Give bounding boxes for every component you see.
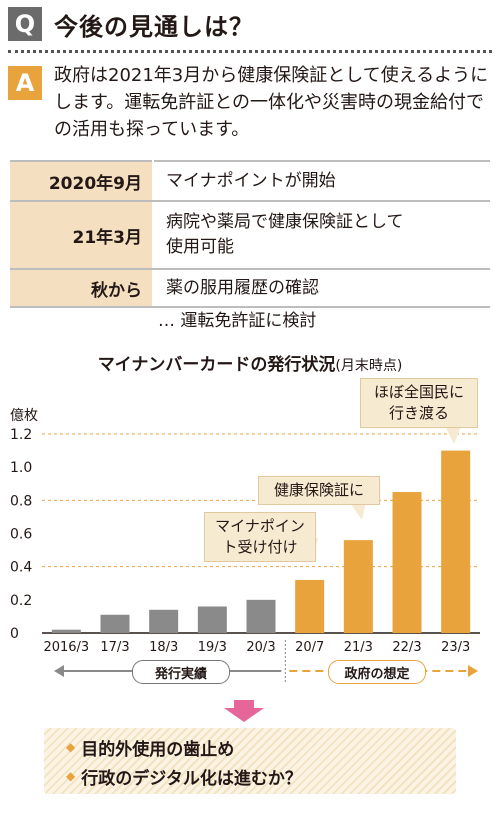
y-tick-label: 0.2 (10, 593, 32, 609)
y-tick-label: 0.6 (10, 527, 32, 543)
chart-title: マイナンバーカードの発行状況(月末時点) (0, 350, 500, 375)
y-tick-label: 1.0 (10, 460, 32, 476)
group-label-government: 政府の想定 (328, 660, 426, 684)
diamond-icon: ◆ (66, 740, 76, 754)
concern-item: ◆ 行政のデジタル化は進むか？ (66, 762, 302, 790)
dotted-divider (8, 50, 492, 53)
x-tick-label: 19/3 (198, 640, 227, 655)
question-title: 今後の見通しは？ (54, 12, 254, 41)
callout-all-citizens: ほぼ全国民に行き渡る (360, 378, 478, 428)
y-tick-label: 1.2 (10, 427, 32, 443)
y-axis-unit: 億枚 (10, 408, 38, 424)
right-arrow-icon (468, 665, 478, 677)
x-tick-label: 18/3 (149, 640, 178, 655)
a-badge: A (8, 66, 42, 100)
timeline-row: 2020年9月 マイナポイントが開始 (10, 160, 490, 202)
q-badge: Q (8, 7, 42, 41)
group-label-actual: 発行実績 (132, 660, 230, 684)
callout-pointer (444, 424, 462, 444)
x-tick-label: 22/3 (392, 640, 421, 655)
left-arrow-icon (54, 665, 64, 677)
callout-pointer (348, 500, 366, 520)
timeline-row: 21年3月 病院や薬局で健康保険証として使用可能 (10, 200, 490, 270)
bar (149, 609, 179, 633)
concern-text: 行政のデジタル化は進むか？ (81, 768, 302, 789)
question-header: Q 今後の見通しは？ (8, 6, 254, 42)
y-tick-label: 0 (10, 626, 19, 642)
diamond-icon: ◆ (66, 769, 76, 783)
timeline-event-text: 病院や薬局で健康保険証として使用可能 (166, 212, 404, 257)
bar (100, 614, 130, 633)
concerns-box: ◆ 目的外使用の歯止め ◆ 行政のデジタル化は進むか？ (44, 728, 456, 794)
x-tick-label: 17/3 (100, 640, 129, 655)
bar (246, 599, 276, 633)
timeline-note: … 運転免許証に検討 (158, 311, 317, 331)
timeline-event: マイナポイントが開始 (153, 160, 490, 202)
timeline-date: 21年3月 (10, 200, 154, 270)
y-tick-label: 0.4 (10, 560, 32, 576)
callout-health-insurance: 健康保険証に (258, 476, 380, 505)
answer-text: 政府は2021年3月から健康保険証として使えるようにします。運転免許証との一体化… (54, 65, 489, 140)
x-tick-label: 20/3 (246, 640, 275, 655)
x-tick-label: 23/3 (441, 640, 470, 655)
timeline-row: 秋から 薬の服用履歴の確認 (10, 268, 490, 308)
timeline-event: 薬の服用履歴の確認 (153, 268, 490, 308)
timeline-event: 病院や薬局で健康保険証として使用可能 (153, 200, 490, 270)
bar (51, 629, 81, 633)
callout-mynapoint: マイナポイント受け付け (204, 512, 316, 562)
bar (343, 540, 373, 633)
x-tick-label: 2016/3 (43, 640, 89, 655)
bar (295, 579, 325, 633)
concern-text: 目的外使用の歯止め (81, 739, 235, 760)
x-tick-label: 20/7 (295, 640, 324, 655)
timeline-date: 2020年9月 (10, 160, 154, 202)
bar (197, 606, 227, 633)
x-tick-label: 21/3 (344, 640, 373, 655)
bar (392, 492, 422, 633)
timeline-date: 秋から (10, 268, 154, 308)
concern-item: ◆ 目的外使用の歯止め (66, 733, 234, 761)
bar (441, 450, 471, 633)
timeline-table: 2020年9月 マイナポイントが開始 21年3月 病院や薬局で健康保険証として使… (10, 160, 490, 308)
y-tick-label: 0.8 (10, 493, 32, 509)
chart-title-text: マイナンバーカードの発行状況 (97, 355, 336, 375)
chart-subtitle: (月末時点) (335, 358, 403, 374)
